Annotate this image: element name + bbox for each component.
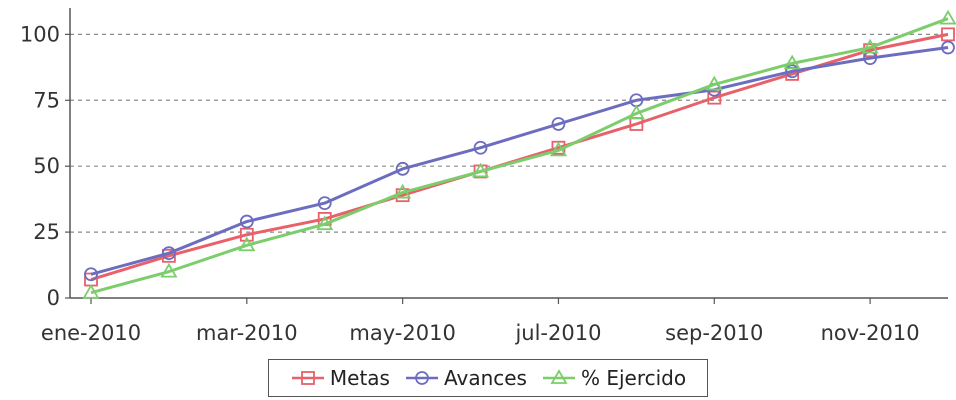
data-point-avances bbox=[317, 196, 332, 210]
data-point-avances bbox=[941, 40, 955, 55]
data-point-metas bbox=[941, 27, 955, 42]
y-tick-labels: 0 25 50 75 100 bbox=[20, 22, 60, 310]
legend-label: Avances bbox=[443, 366, 527, 390]
data-point-ejercido bbox=[394, 183, 412, 199]
x-tick-label: jul-2010 bbox=[514, 321, 601, 345]
y-tick-label: 100 bbox=[20, 22, 60, 46]
x-tick-label: may-2010 bbox=[349, 321, 455, 345]
data-point-avances bbox=[785, 64, 800, 79]
y-tick-label: 50 bbox=[33, 154, 60, 178]
data-point-avances bbox=[551, 117, 566, 131]
data-point-avances bbox=[473, 140, 488, 155]
data-point-ejercido bbox=[861, 38, 879, 54]
series-group bbox=[82, 9, 956, 299]
y-tick-label: 25 bbox=[33, 220, 60, 244]
legend: Metas Avances % Ejercido bbox=[268, 359, 708, 397]
series-ejercido bbox=[82, 9, 956, 299]
x-tick-label: mar-2010 bbox=[196, 321, 298, 345]
x-tick-labels: ene-2010 mar-2010 may-2010 jul-2010 sep-2010… bbox=[41, 321, 920, 345]
x-tick-label: ene-2010 bbox=[41, 321, 141, 345]
data-point-ejercido bbox=[627, 104, 645, 120]
legend-marker-ejercido bbox=[550, 369, 568, 384]
legend-item-metas: Metas bbox=[290, 366, 390, 390]
line-chart: 0 25 50 75 100 ene-2010 mar-2010 may-2010 jul-2… bbox=[20, 8, 956, 345]
legend-label: Metas bbox=[329, 366, 390, 390]
grid-lines bbox=[70, 33, 948, 233]
data-point-metas bbox=[707, 90, 722, 105]
data-point-ejercido bbox=[549, 141, 568, 157]
x-tick-label: nov-2010 bbox=[821, 321, 920, 345]
legend-swatch-avances bbox=[405, 371, 438, 385]
legend-item-avances: Avances bbox=[404, 366, 527, 390]
y-tick-label: 0 bbox=[47, 286, 60, 310]
data-point-ejercido bbox=[238, 236, 256, 252]
data-point-ejercido bbox=[471, 162, 490, 178]
y-tick-label: 75 bbox=[33, 88, 60, 112]
data-point-ejercido bbox=[160, 262, 178, 278]
legend-swatch-ejercido bbox=[542, 369, 575, 384]
legend-label: % Ejercido bbox=[580, 366, 687, 390]
data-point-ejercido bbox=[783, 54, 801, 70]
data-point-ejercido bbox=[316, 215, 334, 231]
data-point-avances bbox=[84, 267, 98, 282]
series-line-metas bbox=[90, 32, 949, 281]
data-point-ejercido bbox=[939, 9, 956, 25]
x-tick-label: sep-2010 bbox=[665, 321, 763, 345]
data-point-ejercido bbox=[705, 75, 723, 91]
legend-swatch-metas bbox=[291, 371, 324, 385]
series-line-avances bbox=[90, 46, 949, 276]
axes bbox=[65, 8, 948, 304]
data-point-metas bbox=[239, 227, 254, 242]
data-point-avances bbox=[239, 214, 254, 229]
legend-marker-metas bbox=[300, 371, 315, 385]
legend-marker-avances bbox=[415, 371, 429, 385]
data-point-avances bbox=[395, 161, 410, 176]
series-line-ejercido bbox=[90, 17, 949, 295]
data-point-avances bbox=[162, 246, 176, 261]
data-point-ejercido bbox=[82, 283, 100, 299]
legend-item-ejercido: % Ejercido bbox=[541, 366, 686, 390]
